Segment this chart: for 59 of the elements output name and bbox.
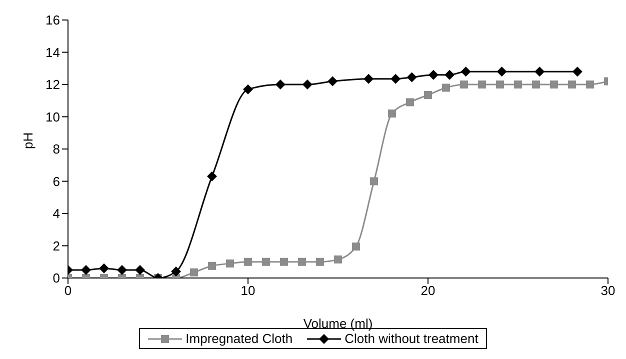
point <box>208 262 216 270</box>
point <box>496 80 504 88</box>
point <box>388 110 396 118</box>
point <box>352 242 360 251</box>
point <box>280 258 288 266</box>
x-tick-label: 30 <box>600 283 616 298</box>
point <box>428 70 438 80</box>
point <box>460 80 468 88</box>
y-tick-label: 0 <box>52 270 60 286</box>
y-tick-label: 2 <box>52 238 60 254</box>
y-tick-label: 16 <box>46 12 60 28</box>
point <box>586 80 594 88</box>
y-tick-label: 6 <box>52 174 60 189</box>
point <box>406 72 417 82</box>
point <box>390 74 401 84</box>
point <box>534 66 545 77</box>
point <box>568 80 576 88</box>
point <box>275 80 286 90</box>
y-tick-label: 4 <box>52 206 60 222</box>
point <box>364 74 374 84</box>
x-axis-title: Volume (ml) <box>303 316 373 331</box>
point <box>298 258 306 266</box>
point <box>444 70 455 80</box>
point <box>262 258 270 266</box>
point <box>514 80 522 88</box>
x-tick-label: 10 <box>240 283 256 298</box>
y-tick-label: 8 <box>52 142 60 157</box>
point <box>207 171 217 182</box>
point <box>532 80 540 88</box>
point <box>243 84 253 94</box>
y-tick-label: 14 <box>46 44 60 60</box>
legend-label: Impregnated Cloth <box>184 331 293 346</box>
point <box>117 264 127 275</box>
point <box>171 266 181 277</box>
point <box>244 258 252 266</box>
point <box>370 177 378 186</box>
point <box>424 90 432 99</box>
point <box>496 66 507 77</box>
x-tick-label: 20 <box>420 283 436 298</box>
point <box>328 76 338 86</box>
legend-label: Cloth without treatment <box>344 331 478 346</box>
point <box>226 259 234 268</box>
point <box>442 84 450 92</box>
point <box>460 66 471 77</box>
y-axis-title: pH <box>20 132 36 149</box>
point <box>99 263 109 274</box>
point <box>406 98 414 106</box>
point <box>302 80 312 90</box>
y-tick-label: 10 <box>46 109 60 124</box>
point <box>316 258 324 266</box>
point <box>478 80 486 88</box>
y-tick-label: 12 <box>46 77 60 92</box>
point <box>135 264 145 275</box>
point <box>572 66 582 77</box>
x-tick-label: 0 <box>64 283 72 298</box>
point <box>550 80 558 88</box>
point <box>81 264 91 275</box>
point <box>190 268 198 276</box>
point <box>334 255 342 264</box>
